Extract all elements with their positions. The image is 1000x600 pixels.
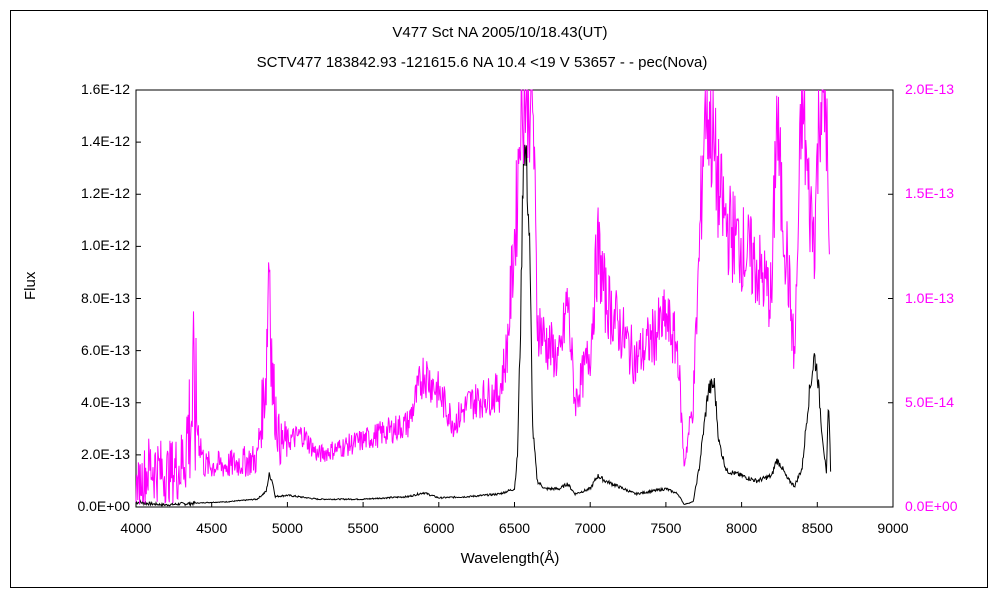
y2-tick-label: 0.0E+00: [905, 498, 958, 514]
y2-tick-label: 1.5E-13: [905, 185, 955, 202]
y-tick-label: 6.0E-13: [80, 341, 130, 358]
y-tick-label: 1.0E-12: [80, 237, 130, 254]
y2-tick-label: 5.0E-14: [905, 393, 955, 410]
chart-subtitle: SCTV477 183842.93 -121615.6 NA 10.4 <19 …: [256, 54, 708, 71]
y-tick-label: 1.6E-12: [80, 81, 130, 97]
chart-title: V477 Sct NA 2005/10/18.43(UT): [392, 24, 608, 41]
x-tick-label: 8000: [726, 520, 758, 536]
x-tick-label: 5500: [347, 520, 379, 536]
y2-tick-label: 1.0E-13: [905, 289, 955, 306]
x-tick-label: 8500: [801, 520, 833, 536]
x-tick-label: 6500: [498, 520, 531, 536]
x-tick-label: 7000: [574, 520, 606, 536]
series-line-magenta: [135, 89, 830, 505]
x-tick-label: 4500: [196, 520, 228, 536]
x-tick-label: 5000: [271, 520, 303, 536]
chart-frame: [10, 10, 988, 588]
y-tick-label: 8.0E-13: [80, 289, 130, 306]
x-tick-label: 4000: [120, 520, 152, 536]
x-tick-label: 6000: [423, 520, 455, 536]
x-tick-label: 9000: [877, 520, 909, 536]
y-tick-label: 1.2E-12: [80, 185, 130, 202]
y-tick-label: 4.0E-13: [80, 393, 130, 410]
y-tick-label: 1.4E-12: [80, 133, 130, 150]
x-axis-label: Wavelength(Å): [460, 550, 560, 567]
y-tick-label: 2.0E-13: [80, 445, 130, 462]
series-line-black: [135, 141, 832, 507]
y-tick-label: 0.0E+00: [77, 498, 130, 514]
y2-tick-label: 2.0E-13: [905, 81, 955, 97]
x-tick-label: 7500: [650, 520, 682, 536]
